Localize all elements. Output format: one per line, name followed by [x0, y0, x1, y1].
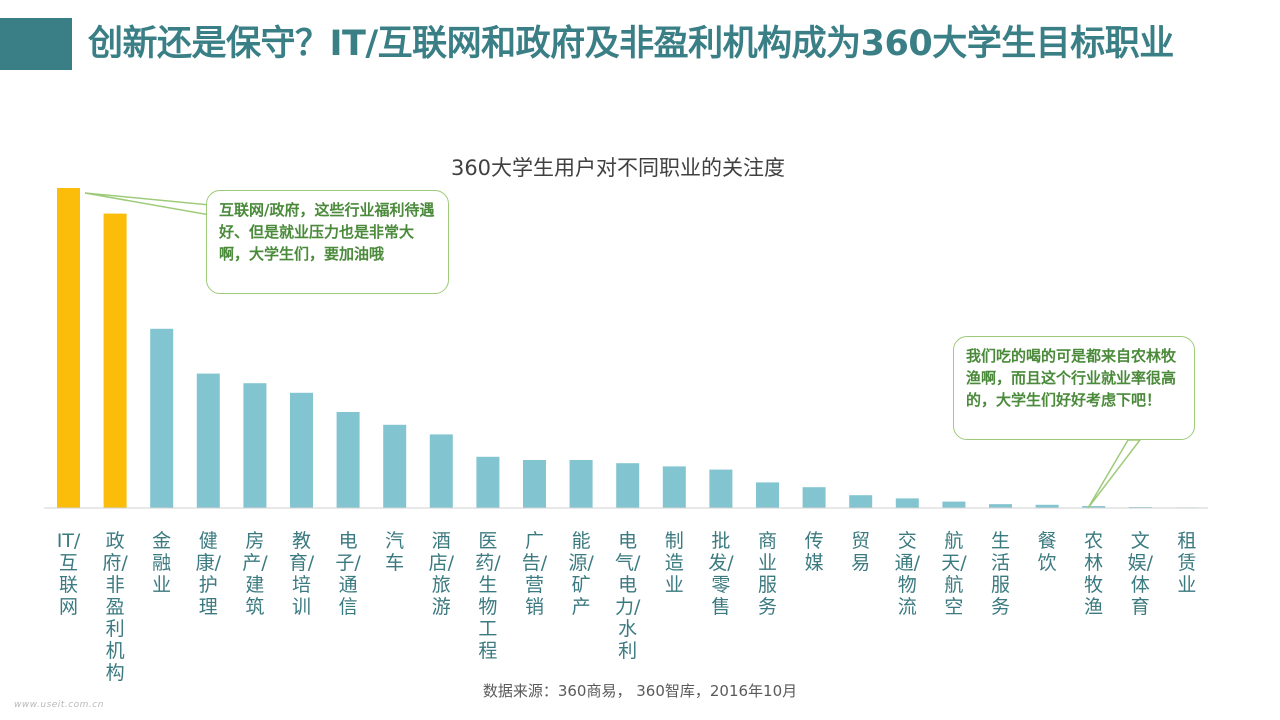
x-tick-label: 传媒	[804, 530, 824, 574]
bar-9	[476, 456, 500, 508]
header-accent-bar	[0, 18, 72, 70]
x-tick-label: IT/互联网	[56, 530, 81, 618]
bar-10	[523, 460, 546, 508]
bar-2	[150, 328, 174, 508]
bar-14	[709, 469, 733, 508]
bar-20	[989, 504, 1012, 508]
x-tick-label: 广告/营销	[521, 530, 548, 618]
x-tick-label: 金融业	[152, 530, 172, 596]
callout-internet-government: 互联网/政府，这些行业福利待遇好、但是就业压力也是非常大啊，大学生们，要加油哦	[206, 190, 449, 294]
x-tick-label: 商业服务	[757, 530, 777, 618]
bar-18	[895, 498, 919, 508]
bar-16	[802, 487, 826, 508]
chart-title: 360大学生用户对不同职业的关注度	[450, 156, 786, 180]
bar-22	[1082, 506, 1106, 508]
x-tick-label: 电气/电力/水利	[614, 530, 641, 662]
x-tick-label: 餐饮	[1037, 530, 1057, 574]
bar-1	[103, 213, 127, 508]
bar-13	[662, 466, 686, 508]
bar-17	[849, 495, 873, 508]
x-tick-label: 医药/生物工程	[475, 530, 501, 662]
x-tick-label: 农林牧渔	[1084, 530, 1104, 618]
bar-5	[290, 392, 313, 508]
x-tick-label: 能源/矿产	[568, 530, 594, 618]
x-tick-label: 交通/物流	[894, 530, 920, 618]
x-tick-label: 贸易	[851, 530, 871, 574]
bar-12	[616, 463, 640, 508]
x-tick-label: 政府/非盈利机构	[102, 530, 128, 684]
x-tick-label: 文娱/体育	[1127, 530, 1153, 618]
bar-19	[942, 501, 966, 508]
bar-15	[756, 482, 779, 508]
data-source: 数据来源：360商易， 360智库，2016年10月	[482, 682, 798, 700]
bar-11	[569, 460, 593, 508]
bar-8	[429, 434, 453, 508]
x-tick-label: 酒店/旅游	[428, 530, 454, 618]
callout-2-pointer	[1087, 439, 1142, 509]
callout-agriculture: 我们吃的喝的可是都来自农林牧渔啊，而且这个行业就业率很高的，大学生们好好考虑下吧…	[953, 336, 1195, 440]
bar-6	[336, 412, 360, 508]
x-tick-label: 生活服务	[990, 530, 1010, 618]
bar-3	[196, 373, 220, 508]
x-tick-label: 租赁业	[1177, 530, 1197, 596]
x-tick-label: 制造业	[664, 530, 684, 596]
x-tick-label: 批发/零售	[708, 530, 734, 618]
x-tick-label: 电子/通信	[335, 530, 361, 618]
bar-21	[1035, 504, 1059, 508]
x-tick-label: 航天/航空	[941, 530, 967, 618]
page-title: 创新还是保守？IT/互联网和政府及非盈利机构成为360大学生目标职业	[88, 24, 1174, 64]
bar-4	[243, 383, 267, 508]
x-tick-label: 汽车	[385, 530, 405, 574]
x-tick-label: 健康/护理	[195, 530, 221, 618]
watermark: www.useit.com.cn	[14, 700, 104, 710]
callout-1-pointer	[84, 192, 211, 216]
x-tick-label: 房产/建筑	[242, 530, 268, 618]
bar-7	[383, 424, 407, 508]
bar-0	[57, 188, 80, 508]
x-tick-label: 教育/培训	[288, 530, 315, 618]
